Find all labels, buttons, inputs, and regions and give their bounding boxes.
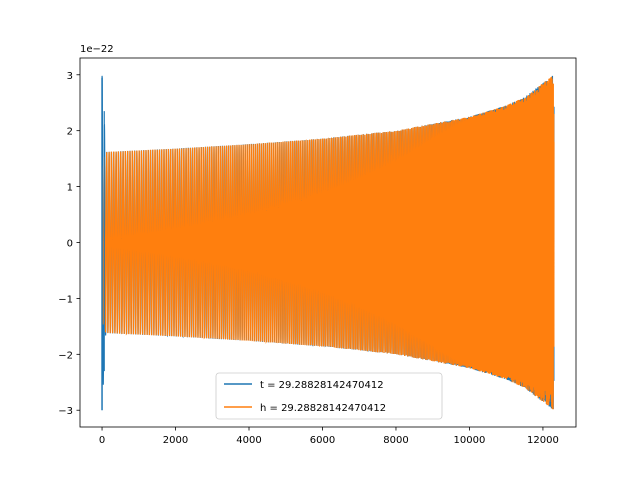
legend-box [215, 372, 443, 420]
x-tick-label: 4000 [236, 435, 261, 446]
x-tick-label: 12000 [527, 435, 559, 446]
x-tick-label: 0 [99, 435, 105, 446]
x-axis: 0 2000 4000 6000 8000 10000 12000 [99, 427, 559, 446]
y-tick-label: −2 [58, 350, 73, 361]
x-tick-label: 10000 [454, 435, 486, 446]
x-tick-label: 2000 [163, 435, 188, 446]
y-tick-label: 3 [67, 71, 73, 82]
y-tick-label: 1 [67, 183, 73, 194]
legend-label-h: h = 29.28828142470412 [260, 403, 386, 414]
x-tick-label: 6000 [310, 435, 335, 446]
legend-label-t: t = 29.28828142470412 [260, 380, 384, 391]
y-tick-label: 2 [67, 127, 73, 138]
y-tick-label: −3 [58, 406, 73, 417]
y-tick-label: −1 [58, 294, 73, 305]
series-line-h [101, 76, 555, 410]
legend: t = 29.28828142470412 h = 29.28828142470… [215, 372, 443, 420]
y-tick-label: 0 [67, 239, 73, 250]
y-axis: −3 −2 −1 0 1 2 3 [58, 71, 80, 417]
x-tick-label: 8000 [383, 435, 408, 446]
series-layer [101, 75, 555, 411]
y-offset-label: 1e−22 [80, 44, 114, 55]
